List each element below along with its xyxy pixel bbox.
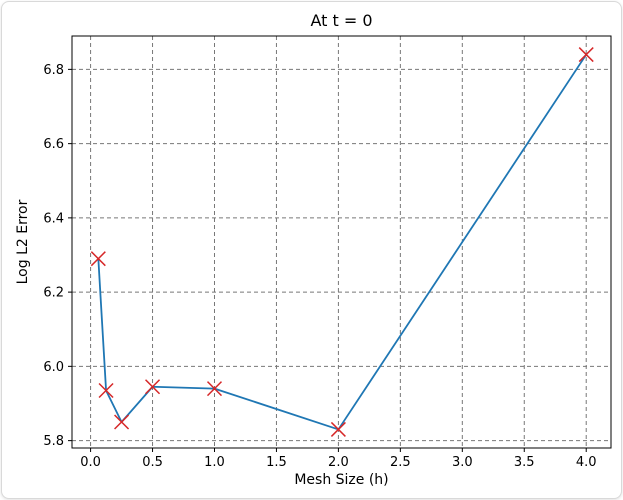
series-line (97, 54, 587, 431)
grid-layer (72, 36, 611, 448)
data-point-marker (145, 379, 161, 395)
chart-title: At t = 0 (310, 11, 372, 30)
marker-stroke (90, 251, 106, 267)
x-tick-label: 2.0 (328, 455, 349, 470)
data-point-marker (330, 421, 346, 437)
x-tick-label: 3.5 (514, 455, 535, 470)
ticks-layer: 0.0 0.5 1.0 1.5 2.0 2.5 3.0 3.5 4.0 5.8 6.0 6.2 6.4 6… (43, 63, 596, 470)
x-tick-label: 0.0 (80, 455, 101, 470)
marker-stroke (114, 414, 130, 430)
y-tick-label: 6.0 (43, 360, 64, 375)
x-tick-label: 0.5 (142, 455, 163, 470)
y-tick-label: 6.8 (43, 63, 64, 78)
marker-stroke (330, 421, 346, 437)
marker-stroke (98, 382, 114, 398)
plot-area (71, 35, 612, 449)
y-tick-label: 6.6 (43, 137, 64, 152)
data-point-marker (578, 47, 594, 63)
marker-stroke (206, 381, 223, 397)
data-point-marker (90, 251, 106, 267)
y-tick-label: 6.2 (43, 286, 64, 301)
y-axis-label: Log L2 Error (15, 199, 31, 284)
x-tick-label: 2.5 (390, 455, 411, 470)
marker-stroke (578, 47, 594, 63)
series-layer (97, 54, 587, 431)
x-tick-label: 1.5 (266, 455, 287, 470)
data-point-marker (206, 381, 223, 397)
x-tick-label: 1.0 (204, 455, 225, 470)
data-point-marker (98, 382, 114, 398)
x-tick-label: 3.0 (452, 455, 473, 470)
x-axis-label: Mesh Size (h) (294, 472, 388, 488)
data-point-marker (114, 414, 130, 430)
y-tick-label: 5.8 (43, 434, 64, 449)
y-tick-label: 6.4 (43, 211, 64, 226)
marker-layer (90, 47, 594, 437)
x-tick-label: 4.0 (576, 455, 597, 470)
marker-stroke (145, 379, 161, 395)
